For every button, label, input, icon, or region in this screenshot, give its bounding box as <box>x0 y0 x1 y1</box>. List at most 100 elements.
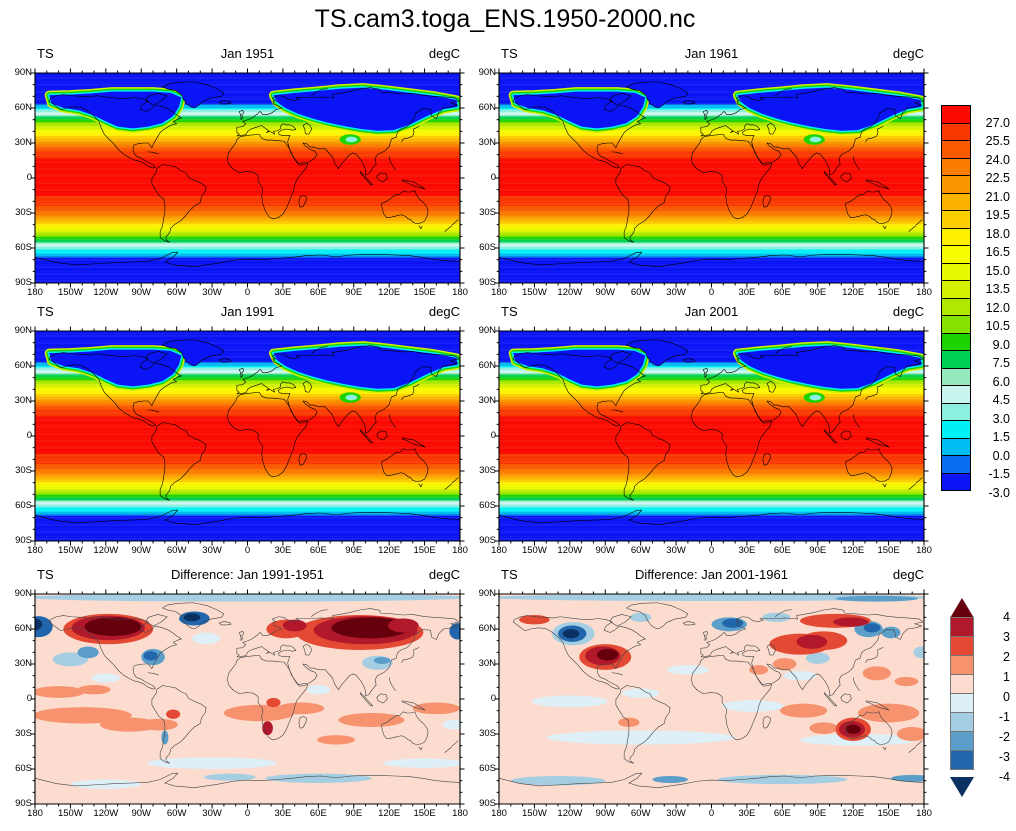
lon-tick-label: 30W <box>202 287 222 298</box>
lon-tick-label: 30E <box>738 808 756 819</box>
lat-tick-label: 90S <box>479 535 496 546</box>
panel-title: Jan 1961 <box>684 46 739 61</box>
lat-tick-label: 60S <box>479 763 496 774</box>
colorbar-segment <box>950 617 974 637</box>
lon-tick-label: 30E <box>738 545 756 556</box>
axis-ticks <box>499 73 924 283</box>
panel-jan-2001: TS Jan 2001 degC 90N 60N 30N 0 30S 60S 90S 180 1… <box>466 304 932 560</box>
lon-tick-label: 150W <box>521 545 547 556</box>
lon-tick-label: 180 <box>491 287 507 298</box>
panel-title: Jan 1991 <box>220 304 275 319</box>
lat-tick-label: 30S <box>479 728 496 739</box>
panel-title: Difference: Jan 1991-1951 <box>171 567 324 582</box>
lat-tick-label: 90S <box>15 535 32 546</box>
colorbar-segment <box>941 140 971 159</box>
lon-tick-label: 120E <box>842 808 865 819</box>
axis-ticks <box>499 594 924 804</box>
panel-var-label: TS <box>501 304 518 319</box>
lon-tick-label: 150W <box>57 545 83 556</box>
panel-header: TS Jan 1951 degC <box>35 46 460 64</box>
colorbar-label: 4.5 <box>992 393 1010 407</box>
lon-tick-label: 120E <box>842 545 865 556</box>
colorbar-label: -3.0 <box>988 485 1010 500</box>
map-diff-2001-1961 <box>499 594 924 804</box>
lon-tick-label: 180 <box>27 287 43 298</box>
lat-tick-label: 30S <box>479 207 496 218</box>
colorbar-label: 9.0 <box>992 337 1010 352</box>
lon-tick-label: 30E <box>274 808 292 819</box>
lat-tick-label: 60N <box>14 102 32 113</box>
panel-units: degC <box>428 46 460 61</box>
lon-tick-label: 120E <box>378 287 401 298</box>
colorbar-segment <box>941 455 971 474</box>
lon-tick-label: 30W <box>202 808 222 819</box>
lat-tick-label: 60S <box>479 500 496 511</box>
lon-tick-label: 0 <box>244 287 251 298</box>
panel-units: degC <box>892 567 924 582</box>
lon-tick-label: 60E <box>773 287 791 298</box>
lon-tick-label: 30E <box>274 545 292 556</box>
lat-tick-label: 0 <box>490 172 496 183</box>
lon-tick-label: 120W <box>93 287 119 298</box>
colorbar-label: 19.5 <box>985 208 1010 222</box>
colorbar-segment <box>941 262 971 281</box>
colorbar-label: 7.5 <box>992 356 1010 370</box>
lat-tick-label: 60S <box>15 242 32 253</box>
lon-tick-label: 90E <box>345 545 363 556</box>
colorbar-segment <box>941 105 971 124</box>
lon-tick-label: 120E <box>378 808 401 819</box>
colorbar-label: 13.5 <box>985 282 1010 296</box>
difference-field <box>499 594 924 804</box>
lon-tick-label: 60W <box>166 808 187 819</box>
colorbar-upper-triangle <box>950 598 974 618</box>
lon-tick-label: 180 <box>452 545 468 556</box>
panel-jan-1951: TS Jan 1951 degC 90N 60N 30N 0 30S 60S 90S 180 1… <box>2 46 468 302</box>
colorbar-label: -1 <box>998 710 1010 724</box>
colorbar-label: 25.5 <box>985 134 1010 148</box>
panel-units: degC <box>428 567 460 582</box>
lat-tick-label: 90N <box>478 588 496 599</box>
lat-tick-label: 60S <box>15 763 32 774</box>
lat-tick-label: 60N <box>14 623 32 634</box>
lon-tick-label: 150E <box>413 545 436 556</box>
colorbar-segment <box>950 674 974 694</box>
lon-tick-label: 150E <box>413 287 436 298</box>
panel-jan-1991: TS Jan 1991 degC 90N 60N 30N 0 30S 60S 90S 180 1… <box>2 304 468 560</box>
lon-tick-label: 60E <box>309 287 327 298</box>
colorbar-segment <box>941 227 971 246</box>
lat-tick-label: 60N <box>478 360 496 371</box>
colorbar-segment <box>950 636 974 656</box>
axis-ticks <box>499 331 924 541</box>
lon-tick-label: 90W <box>595 808 616 819</box>
lon-tick-label: 60E <box>773 545 791 556</box>
lon-tick-label: 150W <box>57 287 83 298</box>
colorbar-segment <box>941 402 971 421</box>
colorbar-segment <box>941 437 971 456</box>
lat-tick-label: 90N <box>14 67 32 78</box>
panel-var-label: TS <box>37 46 54 61</box>
colorbar-segment <box>941 157 971 176</box>
colorbar-segment <box>941 332 971 351</box>
lon-tick-label: 90W <box>131 545 152 556</box>
lon-tick-label: 60E <box>773 808 791 819</box>
lon-tick-label: 120W <box>93 545 119 556</box>
colorbar-segment <box>941 245 971 264</box>
lat-tick-label: 60N <box>14 360 32 371</box>
lat-tick-label: 0 <box>490 430 496 441</box>
lon-tick-label: 60E <box>309 808 327 819</box>
lon-tick-label: 60W <box>166 287 187 298</box>
lat-tick-label: 60S <box>479 242 496 253</box>
temperature-field <box>35 331 460 541</box>
figure-title: TS.cam3.toga_ENS.1950-2000.nc <box>314 5 696 33</box>
axis-ticks <box>35 331 460 541</box>
difference-colorbar: 4 3 2 1 0 -1 -2 -3 -4 <box>950 598 1016 803</box>
colorbar-label: 18.0 <box>985 226 1010 241</box>
colorbar-label: 12.0 <box>985 300 1010 315</box>
colorbar-label: -4 <box>998 770 1010 784</box>
colorbar-segment <box>941 210 971 229</box>
lon-tick-label: 180 <box>27 808 43 819</box>
lon-tick-label: 150E <box>877 808 900 819</box>
lon-tick-label: 0 <box>244 808 251 819</box>
lon-tick-label: 180 <box>916 545 932 556</box>
